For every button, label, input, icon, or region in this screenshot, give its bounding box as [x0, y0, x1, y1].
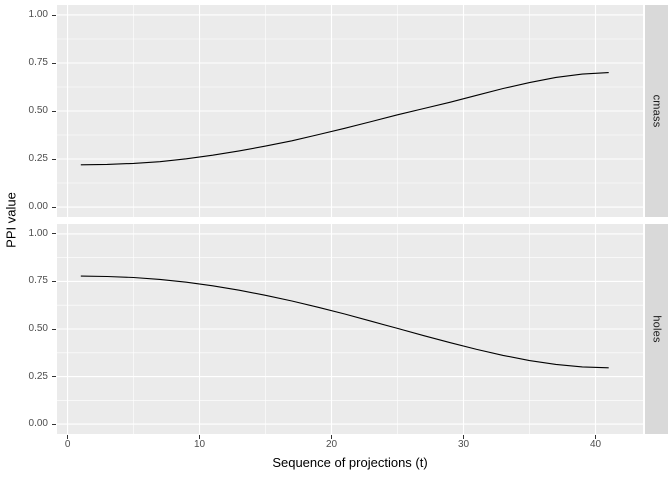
y-tick-label: 1.00	[28, 227, 48, 239]
x-tick-mark	[595, 435, 596, 439]
y-tick-mark	[52, 328, 56, 330]
x-tick-label: 0	[64, 439, 71, 450]
y-tick-mark	[52, 14, 56, 16]
x-tick-mark	[67, 435, 69, 439]
series-line-cmass	[80, 72, 609, 166]
series-line-holes	[80, 275, 609, 369]
y-tick-mark	[52, 423, 56, 425]
y-tick-mark	[52, 280, 56, 282]
facet-strip-cmass: cmass	[645, 5, 668, 217]
x-tick-label: 40	[589, 439, 602, 450]
y-tick-label: 0.00	[28, 418, 48, 430]
facet-strip-label: holes	[650, 315, 663, 343]
y-tick-mark	[52, 62, 56, 64]
x-axis-title: Sequence of projections (t)	[272, 455, 428, 470]
x-tick-label: 10	[193, 439, 206, 450]
facet-panel-holes	[57, 224, 643, 434]
facet-strip-holes: holes	[645, 224, 668, 434]
y-tick-label: 0.75	[28, 275, 48, 287]
x-tick-label: 30	[457, 439, 470, 450]
y-tick-label: 0.25	[28, 370, 48, 382]
y-tick-label: 0.50	[28, 105, 48, 116]
panel-plot-cmass	[57, 5, 643, 217]
facet-panel-cmass	[57, 5, 643, 217]
facet-strip-label: cmass	[650, 94, 663, 128]
y-tick-mark	[52, 110, 56, 112]
y-tick-label: 0.00	[28, 201, 48, 212]
x-tick-mark	[331, 435, 332, 439]
x-tick-label: 20	[325, 439, 338, 450]
panel-plot-holes	[57, 224, 643, 434]
y-tick-mark	[52, 233, 56, 235]
x-tick-mark	[463, 435, 464, 439]
y-tick-label: 0.25	[28, 153, 48, 164]
y-tick-label: 0.75	[28, 57, 48, 68]
y-tick-mark	[52, 158, 56, 160]
x-tick-mark	[199, 435, 200, 439]
y-tick-label: 1.00	[28, 9, 48, 20]
y-tick-mark	[52, 376, 56, 378]
y-tick-label: 0.50	[28, 323, 48, 334]
y-tick-mark	[52, 206, 56, 208]
